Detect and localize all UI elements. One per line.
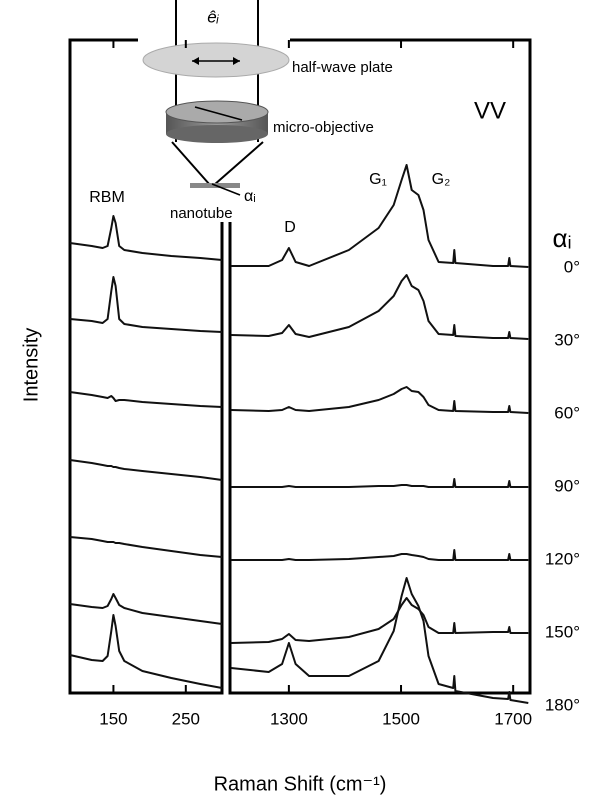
g2-label: G₂ [432,171,451,188]
objective-label: micro-objective [273,119,374,136]
focus-cone [213,141,264,186]
spectrum-line [69,459,223,481]
y-axis-label: Intensity [20,328,42,402]
x-tick-label: 1700 [494,709,532,728]
x-tick-label: 1500 [382,709,420,728]
spectrum-line [231,164,529,268]
setup-diagram: êᵢ half-wave plate micro-objective αᵢ na… [138,0,393,222]
spectrum-line [230,577,529,704]
spectrum-line [69,215,223,261]
polarization-label: VV [474,97,506,124]
spectrum-line [69,276,223,333]
angle-arrow [211,183,241,196]
plate-label: half-wave plate [292,59,393,76]
angle-label: 120° [545,549,580,568]
spectrum-line [231,274,529,340]
angle-header: αᵢ [552,223,571,253]
focus-cone [171,141,211,186]
angle-label: 30° [554,330,580,349]
objective-bottom [166,125,268,143]
x-tick-label: 1300 [270,709,308,728]
angle-label: 60° [554,403,580,422]
polarization-vector: êᵢ [207,7,219,26]
spectrum-line [69,614,223,689]
angle-label: αᵢ [244,188,256,205]
right-panel-frame [228,38,532,695]
angle-label: 0° [564,257,580,276]
g1-label: G₁ [369,171,387,188]
objective-top [165,100,269,124]
objective-arrow [194,106,243,121]
rbm-label: RBM [89,189,125,206]
spectrum-line [69,536,223,558]
angle-label: 150° [545,622,580,641]
spectrum-line [231,597,529,644]
spectrum-line [231,386,529,414]
spectrum-line [231,478,529,488]
half-wave-plate [142,42,290,78]
sample-label: nanotube [170,205,233,222]
spectrum-line [69,391,223,408]
spectrum-line [231,549,529,561]
x-axis-label: Raman Shift (cm⁻¹) [214,773,387,795]
x-tick-label: 150 [99,709,127,728]
d-label: D [284,219,296,236]
spectrum-line [69,593,223,625]
angle-label: 90° [554,476,580,495]
spectra [69,164,529,704]
angle-label: 180° [545,695,580,714]
x-tick-label: 250 [172,709,200,728]
